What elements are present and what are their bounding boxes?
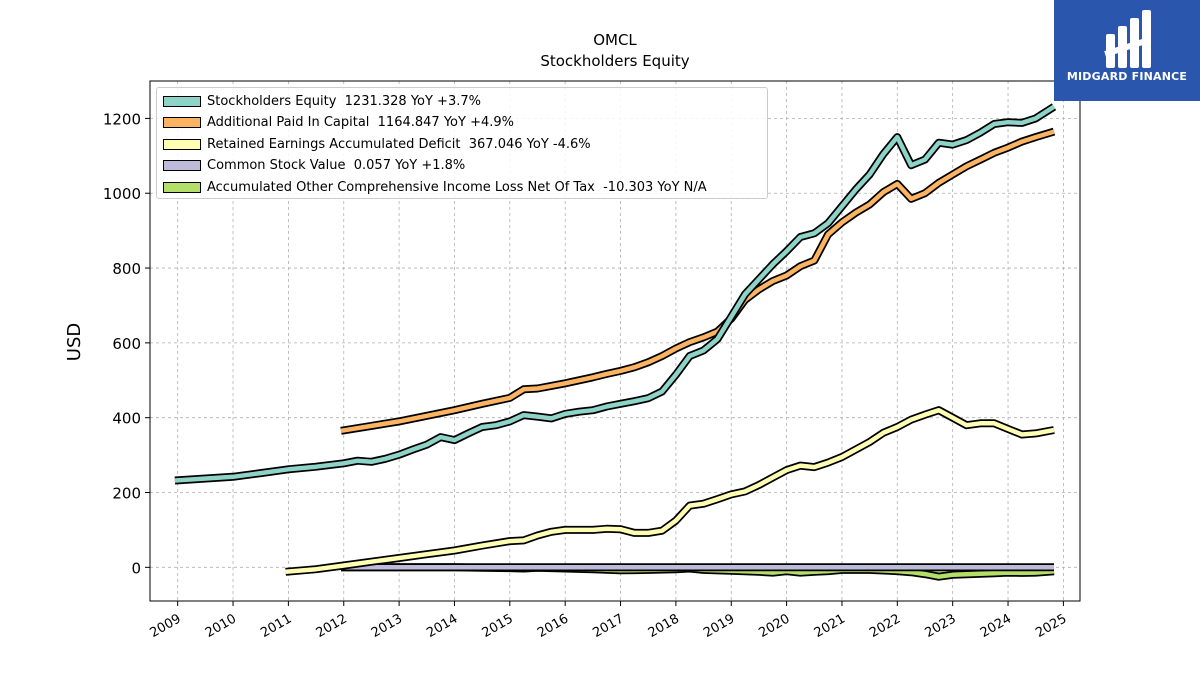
x-tick-label: 2022 bbox=[867, 611, 903, 641]
series-lines bbox=[174, 103, 1057, 581]
legend-item: Stockholders Equity 1231.328 YoY +3.7% bbox=[163, 93, 481, 109]
y-tick-label: 1200 bbox=[103, 110, 141, 128]
y-tick-label: 800 bbox=[112, 260, 141, 278]
y-tick-label: 0 bbox=[131, 559, 141, 577]
chart-subtitle: Stockholders Equity bbox=[540, 52, 690, 70]
legend-swatch bbox=[163, 117, 201, 128]
y-tick-label: 400 bbox=[112, 410, 141, 428]
legend-swatch bbox=[163, 95, 201, 107]
x-tick-label: 2017 bbox=[590, 611, 626, 641]
brand-name: MIDGARD FINANCE bbox=[1066, 70, 1188, 83]
series-line-2 bbox=[285, 406, 1055, 576]
series-outline bbox=[285, 406, 1055, 576]
series-core bbox=[285, 407, 1055, 575]
x-tick-label: 2011 bbox=[258, 611, 294, 641]
logo-mark-icon bbox=[1104, 10, 1151, 68]
legend-label: Common Stock Value 0.057 YoY +1.8% bbox=[207, 158, 466, 173]
x-tick-label: 2018 bbox=[646, 611, 682, 641]
x-tick-label: 2016 bbox=[535, 611, 571, 641]
x-tick-label: 2014 bbox=[424, 611, 460, 641]
legend-swatch bbox=[163, 181, 201, 193]
legend-label: Retained Earnings Accumulated Deficit 36… bbox=[207, 136, 591, 152]
x-tick-label: 2025 bbox=[1033, 611, 1069, 641]
x-tick-label: 2015 bbox=[480, 611, 516, 641]
legend-label: Additional Paid In Capital 1164.847 YoY … bbox=[207, 115, 514, 130]
legend-item: Retained Earnings Accumulated Deficit 36… bbox=[163, 136, 591, 152]
legend-label: Accumulated Other Comprehensive Income L… bbox=[207, 179, 707, 195]
legend-swatch bbox=[163, 160, 201, 171]
legend-label: Stockholders Equity 1231.328 YoY +3.7% bbox=[207, 93, 481, 109]
x-tick-label: 2010 bbox=[203, 611, 239, 641]
legend-item: Accumulated Other Comprehensive Income L… bbox=[163, 179, 707, 195]
y-axis-label: USD bbox=[64, 323, 85, 361]
y-tick-label: 600 bbox=[112, 335, 141, 353]
x-tick-label: 2024 bbox=[978, 611, 1014, 641]
x-tick-label: 2023 bbox=[923, 611, 959, 641]
x-tick-label: 2019 bbox=[701, 611, 737, 641]
series-core bbox=[174, 104, 1056, 483]
midgard-finance-logo: MIDGARD FINANCE bbox=[1054, 0, 1200, 101]
y-tick-label: 200 bbox=[112, 485, 141, 503]
legend-item: Common Stock Value 0.057 YoY +1.8% bbox=[163, 158, 466, 173]
plot-frame bbox=[149, 80, 1081, 602]
x-tick-label: 2009 bbox=[148, 611, 184, 641]
x-tick-label: 2012 bbox=[314, 611, 350, 641]
x-tick-label: 2021 bbox=[812, 611, 848, 641]
chart-title: OMCL bbox=[593, 31, 637, 49]
x-tick-label: 2013 bbox=[369, 611, 405, 641]
legend-item: Additional Paid In Capital 1164.847 YoY … bbox=[163, 115, 514, 130]
series-line-0 bbox=[174, 103, 1057, 485]
x-tick-label: 2020 bbox=[756, 611, 792, 641]
chart-legend: Stockholders Equity 1231.328 YoY +3.7% Ad… bbox=[156, 87, 768, 199]
legend-swatch bbox=[163, 138, 201, 150]
y-tick-label: 1000 bbox=[103, 185, 141, 203]
